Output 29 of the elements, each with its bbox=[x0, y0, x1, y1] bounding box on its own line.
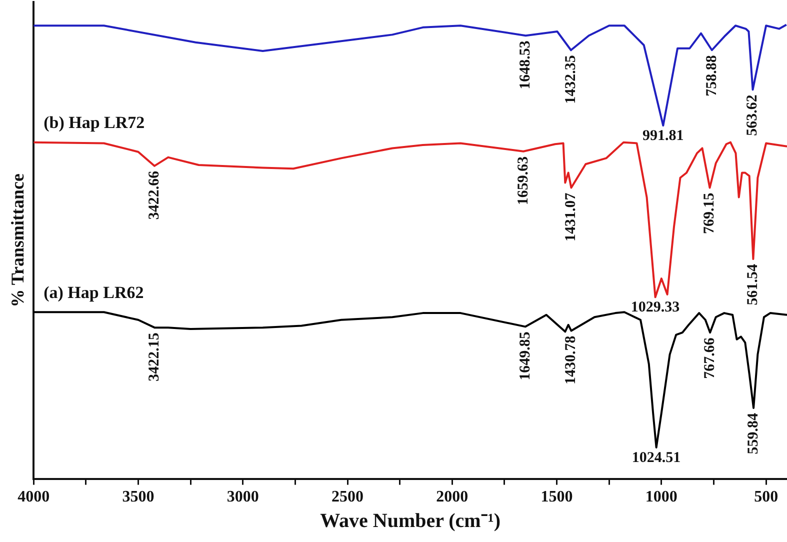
annotation: 1659.63 bbox=[515, 156, 532, 206]
annotation: 1649.85 bbox=[517, 332, 534, 380]
annotation: 1024.51 bbox=[632, 450, 681, 466]
x-tick-label: 3500 bbox=[122, 488, 154, 506]
annotation: 1431.07 bbox=[563, 192, 580, 242]
annotation: 561.54 bbox=[745, 264, 762, 306]
y-axis-title: % Transmittance bbox=[7, 173, 28, 308]
x-tick-label: 1000 bbox=[645, 488, 678, 506]
annotation: 3422.15 bbox=[146, 332, 162, 382]
series-label: (a) Hap LR62 bbox=[44, 283, 144, 302]
series-label: (b) Hap LR72 bbox=[44, 113, 145, 132]
annotation: 769.15 bbox=[702, 192, 718, 234]
annotation: 758.88 bbox=[704, 55, 720, 96]
x-tick-label: 2000 bbox=[436, 488, 468, 506]
annotation: 559.84 bbox=[745, 412, 762, 454]
x-tick-label: 1500 bbox=[540, 488, 573, 506]
x-tick-label: 500 bbox=[754, 488, 778, 506]
x-tick-label: 3000 bbox=[226, 488, 259, 506]
annotation: 1432.35 bbox=[562, 55, 579, 104]
annotation: 1029.33 bbox=[630, 300, 680, 316]
annotation: 991.81 bbox=[642, 128, 684, 144]
annotation: 767.66 bbox=[702, 337, 718, 379]
annotation: 563.62 bbox=[744, 94, 761, 136]
annotation: 1648.53 bbox=[518, 40, 534, 90]
x-tick-label: 2500 bbox=[332, 488, 364, 506]
annotation: 3422.66 bbox=[146, 170, 162, 220]
x-tick-label: 4000 bbox=[18, 488, 50, 506]
x-axis-title: Wave Number (cm⁻¹) bbox=[320, 510, 500, 532]
annotation: 1430.78 bbox=[563, 336, 580, 385]
